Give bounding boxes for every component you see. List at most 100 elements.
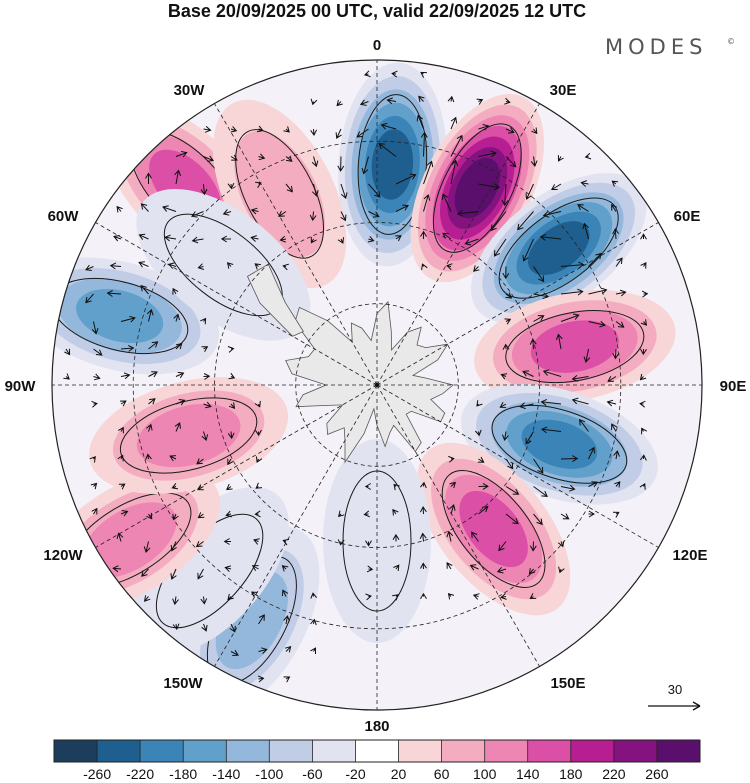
- meridian-330: [210, 97, 378, 386]
- anomaly-center-5: [416, 442, 571, 616]
- wind-arrow-29: [311, 156, 319, 168]
- wind-arrow-38: [557, 155, 564, 162]
- wind-arrow-79: [164, 234, 177, 242]
- anomaly-contour-2-5: [527, 221, 590, 276]
- wind-arrow-108: [502, 266, 510, 280]
- wind-arrow-24: [175, 151, 188, 158]
- wind-arrow-44: [255, 181, 262, 188]
- wind-arrow-37: [530, 156, 538, 167]
- wind-arrow-293: [258, 675, 265, 683]
- wind-arrow-68: [395, 204, 409, 212]
- wind-arrow-120: [560, 288, 584, 296]
- wind-arrow-154: [228, 372, 236, 380]
- wind-arrow-88: [420, 230, 427, 240]
- streamline-loop-4: [491, 404, 628, 484]
- lon-label-150w: 150W: [163, 675, 203, 692]
- lon-label-30w: 30W: [174, 82, 206, 99]
- wind-arrow-13: [256, 125, 264, 133]
- wind-arrow-185: [579, 418, 589, 432]
- wind-arrow-33: [420, 131, 428, 157]
- reference-vector-arrowhead: [692, 701, 701, 711]
- colorbar-label-4: -100: [255, 766, 283, 782]
- colorbar-bin-10: [484, 740, 529, 762]
- colorbar-label-3: -140: [212, 766, 240, 782]
- wind-arrow-269: [143, 595, 151, 602]
- wind-arrow-261: [366, 565, 374, 573]
- wind-arrow-12: [230, 126, 238, 133]
- wind-arrow-99: [138, 261, 149, 268]
- wind-arrow-107: [473, 265, 480, 272]
- streamline-loop-1: [432, 123, 522, 253]
- wind-arrow-191: [169, 455, 177, 462]
- meridian-150: [376, 384, 544, 673]
- wind-arrow-170: [519, 402, 534, 410]
- wind-arrow-111: [588, 252, 602, 267]
- wind-arrow-275: [310, 592, 318, 599]
- wind-arrow-277: [392, 594, 399, 601]
- wind-arrow-198: [533, 458, 544, 474]
- wind-arrow-42: [200, 183, 208, 196]
- wind-arrow-196: [477, 456, 485, 463]
- brand-copyright-mark: ©: [727, 37, 735, 46]
- wind-arrow-218: [614, 481, 621, 488]
- colorbar: -260 -220 -180 -140 -100 -60 -20 20 60 100 140 180 2…: [53, 739, 701, 782]
- wind-arrow-256: [170, 568, 177, 580]
- wind-arrow-231: [449, 504, 456, 515]
- wind-arrow-136: [93, 348, 103, 356]
- wind-arrow-54: [525, 183, 534, 200]
- wind-arrow-3: [310, 98, 318, 106]
- wind-arrow-197: [505, 458, 514, 470]
- wind-arrow-119: [533, 292, 550, 300]
- wind-arrow-193: [227, 458, 234, 466]
- wind-arrow-116: [140, 284, 149, 295]
- wind-arrow-97: [85, 264, 94, 271]
- wind-arrow-228: [363, 510, 370, 518]
- wind-arrow-239: [143, 541, 151, 553]
- wind-arrow-259: [251, 565, 259, 572]
- wind-arrow-244: [282, 538, 290, 546]
- wind-arrow-62: [222, 209, 232, 216]
- wind-arrow-225: [225, 510, 232, 518]
- wind-arrow-272: [227, 593, 234, 601]
- wind-arrow-181: [474, 429, 482, 437]
- anomaly-center-1: [410, 93, 545, 283]
- wind-arrow-23: [531, 127, 538, 135]
- meridian-120: [376, 384, 665, 552]
- wind-arrow-245: [337, 539, 345, 546]
- wind-arrow-10: [504, 97, 511, 105]
- wind-arrow-51: [450, 159, 459, 185]
- wind-arrow-189: [117, 454, 124, 462]
- wind-arrow-287: [283, 615, 290, 625]
- anomaly-contour-0-5: [371, 129, 414, 200]
- wind-arrow-291: [284, 646, 292, 653]
- wind-arrow-201: [613, 450, 620, 460]
- colorbar-label-13: 260: [645, 766, 669, 782]
- wind-arrow-93: [539, 233, 562, 241]
- wind-arrow-267: [528, 568, 536, 575]
- streamline-loop-13: [235, 129, 325, 259]
- wind-arrow-270: [172, 596, 179, 606]
- wind-arrow-167: [254, 400, 261, 408]
- wind-arrow-56: [580, 180, 589, 187]
- wind-arrow-186: [611, 423, 618, 432]
- wind-arrow-106: [446, 263, 453, 270]
- colorbar-label-8: 60: [434, 766, 450, 782]
- meridian-300: [89, 218, 378, 386]
- wind-arrow-46: [311, 183, 319, 197]
- wind-arrow-146: [612, 348, 620, 360]
- wind-arrow-184: [540, 426, 562, 434]
- wind-arrow-229: [392, 508, 399, 516]
- wind-arrow-84: [310, 236, 317, 244]
- wind-arrow-73: [517, 211, 534, 231]
- wind-arrow-262: [393, 564, 400, 572]
- wind-arrow-213: [478, 482, 489, 490]
- wind-arrow-242: [223, 538, 231, 545]
- wind-arrow-71: [456, 209, 479, 217]
- wind-arrow-41: [174, 169, 182, 185]
- wind-arrow-90: [464, 238, 479, 246]
- wind-arrow-126: [146, 308, 154, 322]
- wind-arrow-34: [450, 134, 463, 157]
- wind-arrow-82: [250, 235, 259, 242]
- wind-arrow-284: [201, 623, 208, 632]
- wind-arrow-134: [640, 319, 648, 326]
